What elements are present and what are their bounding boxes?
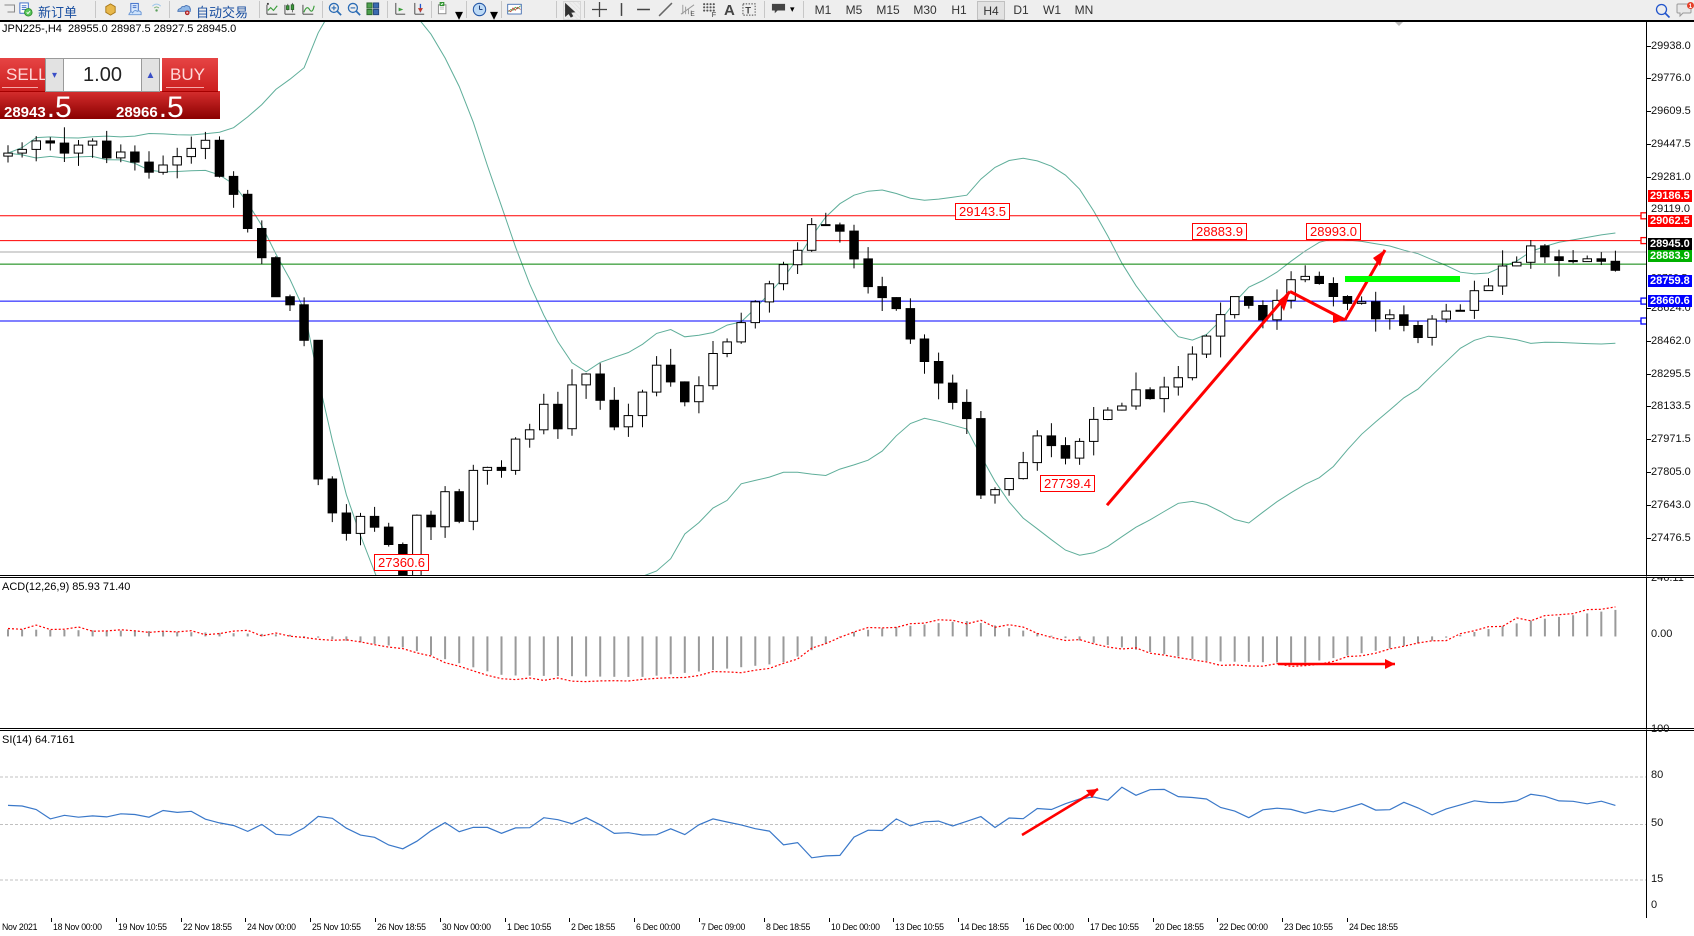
svg-text:E: E <box>690 11 695 17</box>
svg-text:T: T <box>745 5 751 15</box>
svg-text:F: F <box>712 10 717 17</box>
